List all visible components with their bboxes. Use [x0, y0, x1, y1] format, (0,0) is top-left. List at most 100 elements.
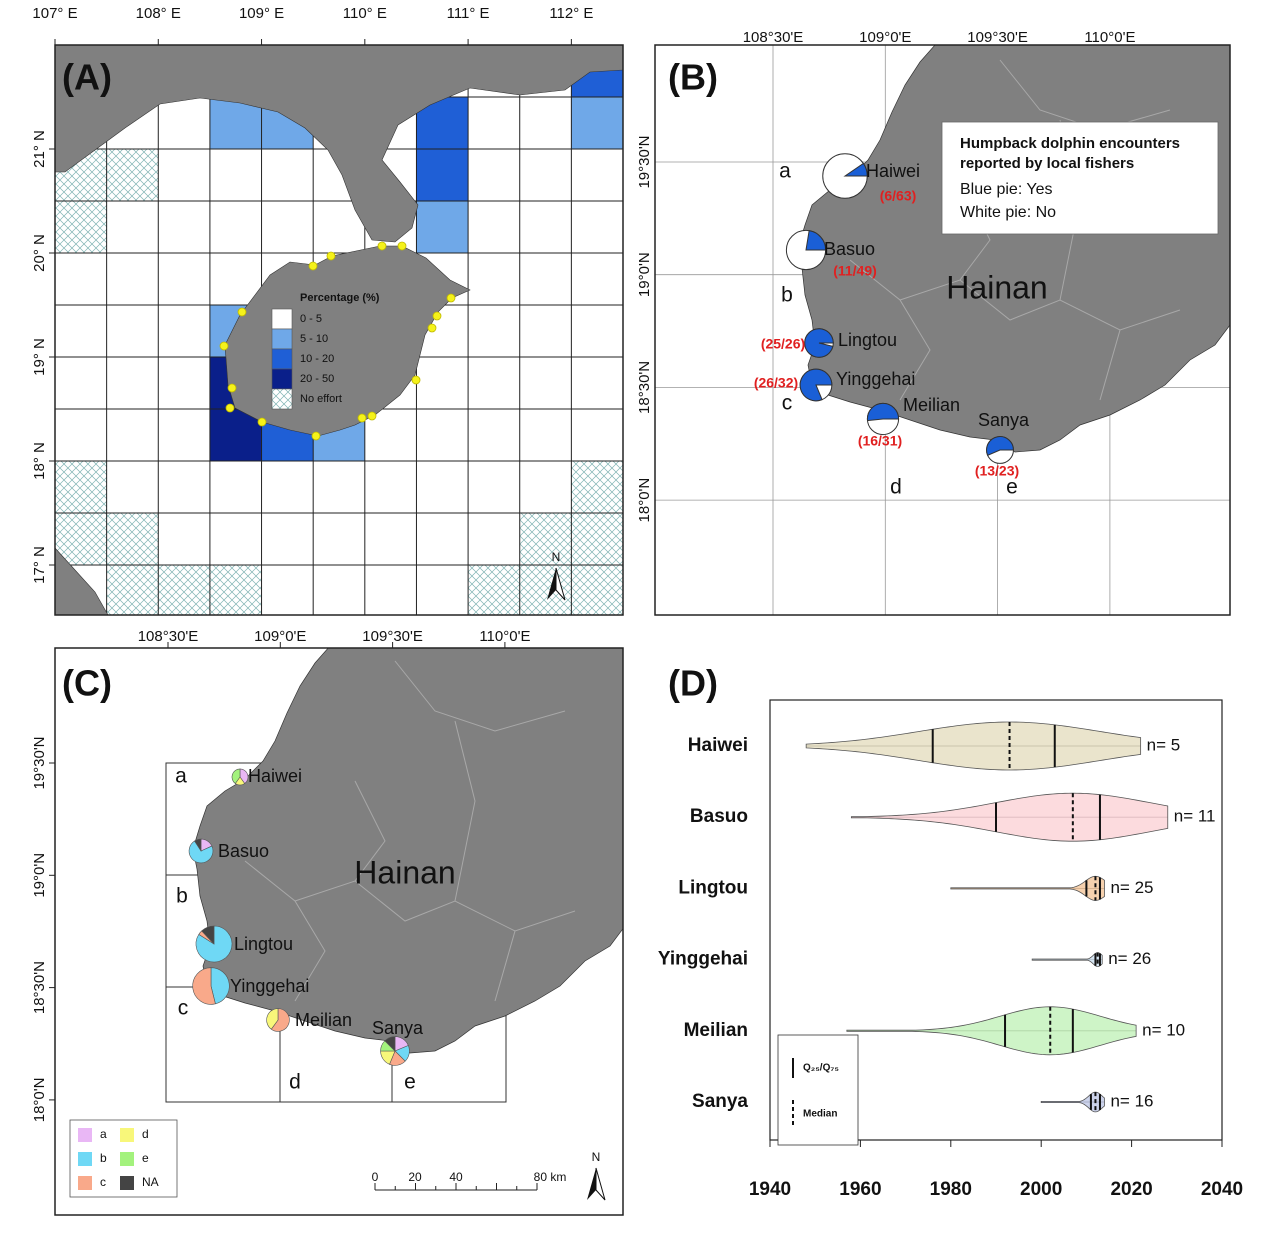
effort-cell — [468, 461, 520, 513]
mainland — [55, 45, 623, 243]
scale-label: 0 — [372, 1170, 379, 1184]
pie-slice — [384, 1036, 396, 1052]
effort-cell — [571, 357, 623, 409]
x-tick-label: 108° E — [136, 5, 181, 22]
effort-cell — [106, 149, 159, 201]
sample-size: n= 11 — [1174, 807, 1216, 826]
site-name: Lingtou — [234, 934, 293, 954]
encounter-ratio: (25/26) — [761, 336, 805, 352]
legend-label: Blue pie: Yes — [960, 181, 1053, 198]
site-name: Lingtou — [838, 330, 897, 350]
legend-title: reported by local fishers — [960, 155, 1134, 172]
survey-site — [326, 251, 336, 261]
region-label: e — [404, 1071, 416, 1094]
legend-box — [777, 1034, 859, 1146]
effort-cell — [468, 357, 520, 409]
violin — [950, 875, 1105, 901]
effort-cell — [519, 149, 572, 201]
region-label: d — [289, 1071, 301, 1094]
sample-size: n= 26 — [1108, 949, 1151, 968]
effort-cell — [416, 409, 469, 461]
effort-cell — [416, 461, 469, 513]
site-name: Haiwei — [248, 766, 302, 786]
effort-cell — [106, 513, 159, 565]
effort-cell — [571, 253, 623, 305]
x-tick-label: 109°0'E — [254, 628, 306, 645]
effort-cell — [519, 409, 572, 461]
effort-cell — [158, 201, 210, 253]
vietnam-coast — [55, 547, 109, 615]
pie-slice — [231, 768, 241, 784]
effort-cell — [468, 253, 520, 305]
y-tick-label: 18°30'N — [31, 961, 48, 1014]
category-label: Sanya — [692, 1091, 748, 1112]
effort-cell — [519, 513, 572, 565]
scale-label: 40 — [449, 1170, 463, 1184]
effort-cell — [55, 253, 107, 305]
site-name: Sanya — [978, 410, 1030, 430]
category-label: Lingtou — [678, 877, 748, 898]
effort-cell — [468, 409, 520, 461]
x-tick-label: 111° E — [447, 5, 490, 22]
effort-cell — [364, 461, 417, 513]
x-tick-label: 1940 — [749, 1179, 791, 1200]
legend-swatch — [78, 1176, 92, 1190]
effort-cell — [261, 461, 314, 513]
effort-cell — [416, 565, 469, 615]
x-tick-label: 110°0'E — [1084, 29, 1135, 46]
panel-a-map — [55, 45, 623, 615]
y-tick-label: 18°0'N — [31, 1078, 48, 1123]
effort-cell — [106, 565, 159, 615]
effort-cell — [106, 305, 159, 357]
effort-cell — [209, 409, 262, 461]
y-tick-label: 21° N — [31, 130, 48, 168]
x-tick-label: 108°30'E — [138, 628, 199, 645]
pie-yes — [843, 162, 868, 177]
x-tick-label: 1960 — [839, 1179, 881, 1200]
island-label: Hainan — [354, 854, 455, 890]
effort-cell — [519, 461, 572, 513]
legend-label: b — [100, 1151, 107, 1165]
effort-cell — [209, 201, 262, 253]
y-tick-label: 19°30'N — [31, 736, 48, 789]
pie-yes — [986, 436, 1014, 457]
legend-title: Percentage (%) — [300, 292, 380, 304]
effort-cell — [416, 357, 469, 409]
district-boundary — [244, 860, 326, 1002]
category-label: Haiwei — [688, 735, 748, 756]
effort-cell — [158, 461, 210, 513]
x-tick-label: 1980 — [930, 1179, 972, 1200]
site-name: Haiwei — [866, 161, 920, 181]
legend-swatch — [120, 1176, 134, 1190]
effort-cell — [209, 461, 262, 513]
legend-swatch — [271, 368, 293, 390]
effort-cell — [55, 461, 107, 513]
legend-label: 10 - 20 — [300, 353, 334, 365]
survey-site — [308, 261, 318, 271]
panel-label: (C) — [62, 663, 112, 704]
legend-label: e — [142, 1151, 149, 1165]
legend-box — [941, 121, 1219, 235]
x-tick-label: 109°30'E — [967, 29, 1028, 46]
legend-label: Median — [803, 1109, 837, 1120]
panel-b-frame — [654, 44, 1231, 616]
survey-site — [367, 411, 377, 421]
x-tick-label: 2000 — [1020, 1179, 1062, 1200]
pie-yes — [805, 230, 827, 251]
survey-site — [237, 307, 247, 317]
violin — [850, 792, 1169, 842]
x-tick-label: 2040 — [1201, 1179, 1243, 1200]
site-name: Meilian — [903, 395, 960, 415]
district-boundary — [1099, 329, 1121, 401]
pie-slice — [201, 925, 215, 945]
pie-slice — [192, 967, 216, 1005]
violin — [1040, 1091, 1105, 1113]
legend-swatch — [271, 328, 293, 350]
pie-slice — [194, 838, 202, 853]
region-label: c — [178, 997, 189, 1020]
effort-cell — [209, 149, 262, 201]
effort-cell — [158, 253, 210, 305]
district-boundary — [494, 930, 516, 1002]
effort-cell — [571, 461, 623, 513]
